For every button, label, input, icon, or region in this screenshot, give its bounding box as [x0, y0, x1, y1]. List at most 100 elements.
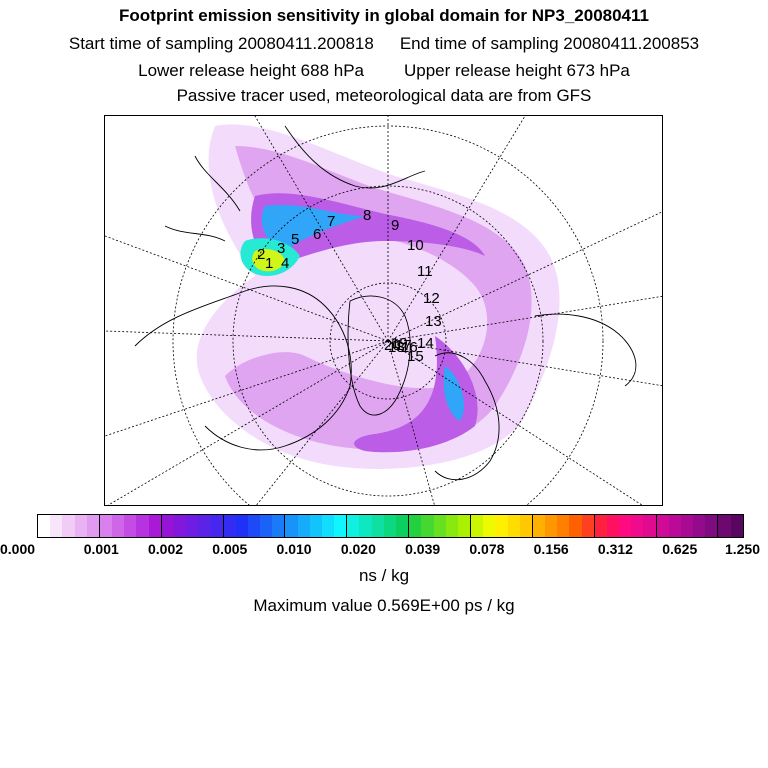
map-canvas: 1 2 3 4 5 6 7 8 9 10 11 12 13 14 15 16 1… [105, 116, 662, 505]
colorbar-cell [495, 515, 508, 537]
colorbar-cell [421, 515, 434, 537]
colorbar-cell [334, 515, 347, 537]
colorbar-unit: ns / kg [358, 566, 410, 585]
colorbar-cell [260, 515, 273, 537]
colorbar-tick-label: 0.000 [0, 541, 36, 557]
colorbar-cell [186, 515, 199, 537]
colorbar-tick-label: 0.625 [662, 541, 698, 557]
colorbar-cell [619, 515, 632, 537]
colorbar-ticks: 0.000 0.001 0.002 0.005 0.010 0.020 0.039 0.078… [0, 541, 768, 561]
traj-label-7: 7 [327, 213, 335, 230]
colorbar-cell [483, 515, 496, 537]
upper-release-label: Upper release height 673 hPa [404, 61, 630, 80]
colorbar-cell [408, 515, 422, 537]
graticule [105, 116, 662, 505]
colorbar-cell [545, 515, 558, 537]
start-time-label: Start time of sampling 20080411.200818 [68, 34, 374, 53]
traj-label-14: 14 [417, 335, 434, 352]
colorbar-tick-label: 0.156 [533, 541, 569, 557]
traj-label-9: 9 [391, 217, 399, 234]
sampling-times: Start time of sampling 20080411.200818 En… [0, 34, 768, 54]
colorbar-cell [445, 515, 458, 537]
colorbar-cell [74, 515, 87, 537]
colorbar-cell [284, 515, 298, 537]
colorbar-cell [519, 515, 532, 537]
page-title: Footprint emission sensitivity in global… [119, 6, 649, 25]
colorbar-cell [470, 515, 484, 537]
colorbar-cell [557, 515, 570, 537]
colorbar-tick-label: 0.002 [148, 541, 184, 557]
colorbar-cell [112, 515, 125, 537]
colorbar-tick-label: 0.020 [340, 541, 376, 557]
colorbar-tick-label: 0.001 [83, 541, 119, 557]
colorbar-cell [606, 515, 620, 537]
traj-label-20: 20 [384, 337, 401, 354]
colorbar-cell [198, 515, 211, 537]
colorbar-cell [50, 515, 63, 537]
colorbar-cell [62, 515, 75, 537]
traj-label-17: 17 [395, 337, 412, 354]
traj-label-19: 19 [391, 335, 408, 352]
traj-label-12: 12 [423, 290, 440, 307]
colorbar-cell [160, 515, 174, 537]
traj-label-3: 3 [277, 240, 285, 257]
traj-label-13: 13 [425, 313, 442, 330]
colorbar-cell [346, 515, 360, 537]
traj-label-5: 5 [291, 231, 299, 248]
colorbar-cell [730, 515, 743, 537]
colorbar-cell [668, 515, 681, 537]
colorbar-cell [693, 515, 706, 537]
traj-label-4: 4 [281, 255, 289, 272]
traj-label-11: 11 [417, 263, 433, 280]
colorbar-cell [359, 515, 372, 537]
traj-label-18: 18 [388, 339, 405, 356]
maximum-value: Maximum value 0.569E+00 ps / kg [253, 596, 515, 615]
colorbar-cell [272, 515, 285, 537]
colorbar-cell [383, 515, 396, 537]
colorbar-cell [235, 515, 248, 537]
traj-label-8: 8 [363, 207, 371, 224]
colorbar-cell [643, 515, 656, 537]
traj-label-16: 16 [401, 339, 418, 356]
colorbar-cell [136, 515, 149, 537]
lower-release-label: Lower release height 688 hPa [138, 61, 364, 80]
colorbar-cell [507, 515, 520, 537]
colorbar-tick-label: 0.312 [597, 541, 633, 557]
colorbar-cell [309, 515, 322, 537]
colorbar [37, 514, 744, 538]
colorbar-cell [593, 515, 607, 537]
colorbar-cell [433, 515, 446, 537]
colorbar-tick-label: 0.078 [469, 541, 505, 557]
colorbar-cell [655, 515, 669, 537]
colorbar-cell [371, 515, 384, 537]
traj-label-6: 6 [313, 226, 321, 243]
colorbar-tick-label: 0.005 [212, 541, 248, 557]
colorbar-cell [148, 515, 161, 537]
colorbar-cell [457, 515, 471, 537]
release-heights: Lower release height 688 hPa Upper releas… [0, 61, 768, 81]
end-time-label: End time of sampling 20080411.200853 [399, 34, 700, 53]
traj-label-10: 10 [407, 237, 424, 254]
colorbar-cell [173, 515, 187, 537]
trajectory-labels: 1 2 3 4 5 6 7 8 9 10 11 12 13 14 15 16 1… [257, 207, 442, 365]
colorbar-tick-label: 0.010 [276, 541, 312, 557]
coastlines [134, 125, 637, 481]
tracer-note: Passive tracer used, meteorological data… [176, 86, 592, 105]
colorbar-cell [210, 515, 223, 537]
colorbar-cell [124, 515, 137, 537]
colorbar-cell [631, 515, 644, 537]
footprint-map: 1 2 3 4 5 6 7 8 9 10 11 12 13 14 15 16 1… [104, 115, 663, 506]
traj-label-2: 2 [257, 246, 265, 263]
colorbar-cell [531, 515, 546, 537]
colorbar-cell [569, 515, 582, 537]
colorbar-cell [38, 515, 51, 537]
colorbar-cell [395, 515, 409, 537]
colorbar-cell [581, 515, 594, 537]
colorbar-cell [86, 515, 99, 537]
traj-label-1: 1 [265, 255, 273, 272]
traj-label-15: 15 [407, 348, 424, 365]
colorbar-cell [247, 515, 261, 537]
colorbar-cell [717, 515, 731, 537]
colorbar-cell [321, 515, 335, 537]
colorbar-cell [222, 515, 236, 537]
